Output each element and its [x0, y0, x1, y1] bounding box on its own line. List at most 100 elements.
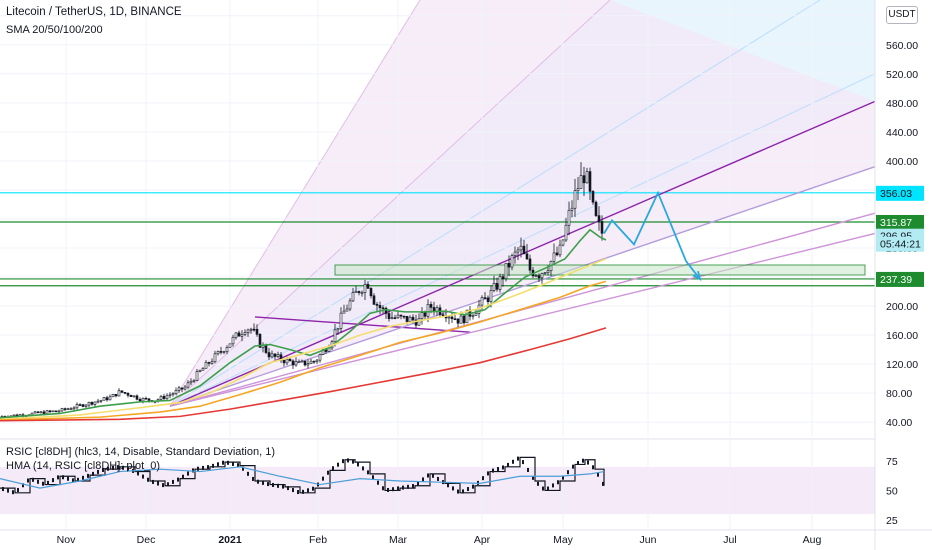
rsic-bar [407, 484, 409, 489]
rsic-bar [67, 476, 69, 481]
rsic-bar [587, 460, 589, 465]
candle-body [585, 171, 589, 184]
rsic-bar [327, 470, 329, 475]
rsic-bar [7, 488, 9, 493]
y-tick-label: 520.00 [886, 69, 918, 81]
candle-body [465, 309, 469, 324]
projection-path [603, 190, 702, 282]
x-tick-label: Apr [474, 534, 491, 546]
candle-body [579, 175, 583, 189]
resistance-box [334, 264, 866, 276]
rsic-bar [262, 480, 264, 485]
candle-body [381, 307, 385, 310]
rsic-bar [152, 479, 154, 484]
candle-body [75, 404, 79, 409]
rsic-bar [467, 487, 469, 492]
rsic-bar [267, 482, 269, 487]
candle-body [312, 360, 316, 363]
ma-legend[interactable]: SMA 20/50/100/200 [6, 24, 103, 36]
rsic-bar [427, 473, 429, 478]
rsic-bar [357, 462, 359, 467]
candle-body [12, 414, 16, 417]
hma-legend[interactable]: HMA (14, RSIC [cl8DH]: plot_0) [6, 460, 161, 472]
rsic-bar [367, 470, 369, 475]
rsic-bar [122, 465, 124, 470]
candle-body [126, 392, 130, 396]
candle-body [561, 239, 565, 246]
projection-line [603, 190, 701, 280]
rsic-bar [347, 458, 349, 463]
candle-body [189, 380, 193, 384]
y-tick-label: 160.00 [886, 330, 918, 342]
rsic-bar [497, 467, 499, 472]
candle-body [558, 244, 562, 256]
rsic-bar [517, 456, 519, 461]
rsic-bar [437, 476, 439, 481]
candle-body [48, 410, 52, 413]
candle-body [285, 358, 289, 364]
candle-body [528, 258, 532, 271]
candle-body [450, 316, 454, 320]
candle-body [405, 315, 409, 322]
rsic-bar [462, 489, 464, 494]
fan-ray [169, 73, 876, 407]
candle-body [339, 312, 343, 329]
ma-line [0, 228, 607, 419]
candle-body [453, 318, 457, 321]
rsic-bar [417, 481, 419, 486]
rsic-bar [107, 466, 109, 471]
candle-body [573, 190, 577, 209]
candle-body [534, 275, 538, 277]
candle-body [387, 313, 391, 319]
candle-body [90, 402, 94, 405]
rsic-bar [117, 465, 119, 470]
rsic-bar [292, 488, 294, 493]
candle-body [588, 171, 592, 192]
rsic-bar [557, 480, 559, 485]
rsic-bar [342, 459, 344, 464]
rsic-bar [2, 487, 4, 492]
rsic-bar [257, 479, 259, 484]
gann-fan-shading [0, 0, 876, 515]
candle-body [276, 354, 280, 357]
rsic-bar [22, 483, 24, 488]
rsic-bar [447, 483, 449, 488]
candle-body [270, 353, 274, 358]
rsic-bar [162, 483, 164, 488]
currency-button[interactable]: USDT [886, 6, 918, 24]
candle-body [300, 360, 304, 363]
fan-ray [169, 0, 821, 407]
hma-line [0, 466, 605, 489]
rsic-bar [547, 486, 549, 491]
candle-body [108, 396, 112, 401]
candle-body [555, 252, 559, 256]
candle-body [228, 343, 232, 348]
candle-body [93, 401, 97, 405]
y-tick-label: 560.00 [886, 40, 918, 52]
candle-body [114, 394, 118, 397]
rsic-legend[interactable]: RSIC [cl8DH] (hlc3, 14, Disable, Standar… [6, 446, 276, 458]
rsic-bar [87, 473, 89, 478]
candle-body [216, 351, 220, 355]
projection-arrowhead [692, 270, 702, 282]
price-tag-bg [876, 214, 924, 230]
rsic-bar [562, 475, 564, 480]
rsic-bar [592, 465, 594, 470]
rsic-bar [232, 461, 234, 466]
rsic-bar [52, 478, 54, 483]
candle-body [546, 270, 550, 273]
rsic-bar [512, 459, 514, 464]
rsic-bar [307, 488, 309, 493]
rsic-bar [297, 490, 299, 495]
rsi-y-tick-label: 50 [886, 485, 898, 497]
rsic-bar [197, 466, 199, 471]
x-tick-label: Mar [389, 534, 408, 546]
candle-body [240, 334, 244, 337]
candle-body [354, 291, 358, 293]
candle-body [570, 207, 574, 211]
rsic-bar [387, 487, 389, 492]
symbol-title[interactable]: Litecoin / TetherUS, 1D, BINANCE [6, 6, 182, 18]
rsic-bar [247, 471, 249, 476]
rsic-bar [252, 476, 254, 481]
